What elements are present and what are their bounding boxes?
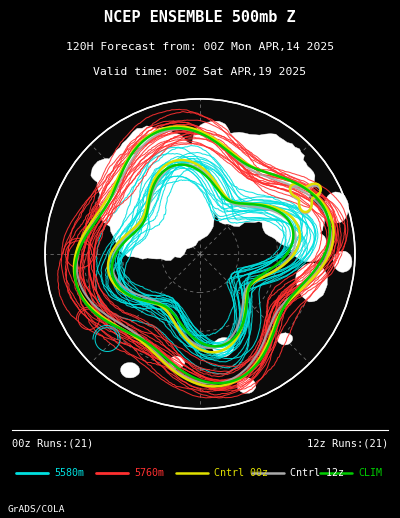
Text: Cntrl 00z: Cntrl 00z [214,468,268,478]
Text: 5760m: 5760m [134,468,164,478]
Polygon shape [121,363,140,378]
Text: NCEP ENSEMBLE 500mb Z: NCEP ENSEMBLE 500mb Z [104,10,296,25]
Text: CLIM: CLIM [358,468,382,478]
Polygon shape [333,251,352,272]
Polygon shape [290,230,326,262]
Polygon shape [266,149,303,179]
Text: 120H Forecast from: 00Z Mon APR,14 2025: 120H Forecast from: 00Z Mon APR,14 2025 [66,41,334,52]
Polygon shape [192,121,232,177]
Polygon shape [277,333,293,345]
Text: Cntrl 12z: Cntrl 12z [290,468,344,478]
Polygon shape [170,356,185,369]
Polygon shape [324,192,348,223]
Text: Valid time: 00Z Sat APR,19 2025: Valid time: 00Z Sat APR,19 2025 [94,67,306,77]
Polygon shape [185,132,315,226]
Polygon shape [262,191,324,248]
Text: 00z Runs:(21): 00z Runs:(21) [12,439,93,449]
Text: GrADS/COLA: GrADS/COLA [8,505,66,513]
Polygon shape [237,378,256,393]
Circle shape [45,99,355,409]
Polygon shape [97,126,214,261]
Polygon shape [213,338,234,357]
Text: 5580m: 5580m [54,468,84,478]
Polygon shape [296,263,328,302]
Polygon shape [91,159,122,186]
Text: 12z Runs:(21): 12z Runs:(21) [307,439,388,449]
